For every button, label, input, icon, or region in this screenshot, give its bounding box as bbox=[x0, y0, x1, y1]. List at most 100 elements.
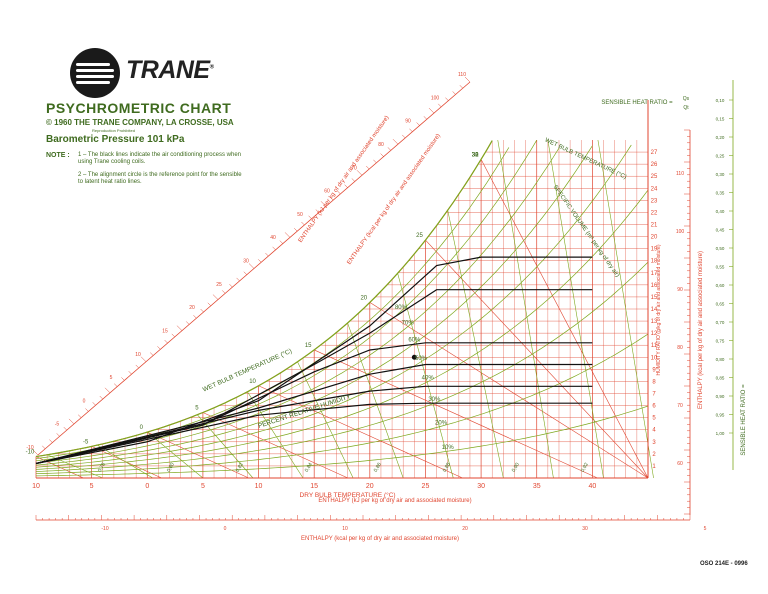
enthalpy-tick bbox=[387, 147, 391, 151]
enthalpy-tick bbox=[104, 387, 111, 394]
enthalpy-tick bbox=[423, 116, 427, 120]
wetbulb-label: 20 bbox=[360, 295, 367, 301]
enthalpy-left-label: 90 bbox=[405, 119, 411, 125]
enthalpy-tick bbox=[157, 346, 161, 350]
shr-label: 0,90 bbox=[716, 394, 725, 399]
specific-volume-line bbox=[447, 210, 504, 479]
x-tick-label: 35 bbox=[533, 483, 541, 490]
enthalpy-bottom-kcal-label: ENTHALPY (kcal per kg of dry air and ass… bbox=[301, 536, 459, 542]
enthalpy-tick bbox=[301, 221, 305, 226]
enthalpy-tick bbox=[176, 325, 183, 331]
specific-volume-label: 0,86 bbox=[373, 462, 383, 474]
enthalpy-tick bbox=[56, 433, 60, 437]
enthalpy-tick bbox=[248, 263, 255, 269]
shr-label: 0,70 bbox=[716, 320, 725, 325]
specific-volume-label: 0,82 bbox=[235, 462, 245, 474]
y-axis-label: HUMIDITY RATIO (g/kg of dry air and asso… bbox=[656, 244, 662, 375]
x-tick-label: 0 bbox=[145, 483, 149, 490]
y-tick-label: 12 bbox=[651, 331, 658, 337]
y-tick-label: 4 bbox=[652, 428, 656, 434]
y-tick-label: 21 bbox=[651, 223, 658, 229]
y-tick-label: 18 bbox=[651, 259, 658, 265]
process-lines-layer bbox=[35, 256, 593, 465]
shr-label: 1,00 bbox=[716, 431, 725, 436]
shr-label: 0,40 bbox=[716, 209, 725, 214]
y-tick-label: 22 bbox=[651, 210, 658, 216]
enthalpy-right-label: 90 bbox=[677, 287, 683, 293]
process-curve-4 bbox=[35, 385, 593, 465]
specific-volume-line bbox=[297, 361, 354, 479]
wetbulb-line bbox=[147, 431, 249, 479]
y-tick-label: 14 bbox=[651, 307, 658, 313]
rh-curve-90 bbox=[35, 147, 510, 460]
enthalpy-left-label: -10 bbox=[26, 445, 33, 451]
enthalpy-left-label: 50 bbox=[297, 212, 303, 218]
y-tick-label: 16 bbox=[651, 283, 658, 289]
y-tick-label: 27 bbox=[651, 150, 658, 156]
enthalpy-tick bbox=[222, 290, 226, 294]
enthalpy-right-label: 110 bbox=[676, 171, 684, 177]
enthalpy-tick bbox=[366, 165, 370, 170]
shr-label: 0,95 bbox=[716, 413, 725, 418]
x-tick-label: 5 bbox=[90, 483, 94, 490]
y-tick-label: 23 bbox=[651, 198, 658, 204]
enthalpy-tick bbox=[128, 371, 132, 375]
enthalpy-left-label: 40 bbox=[270, 235, 276, 241]
enthalpy-tick bbox=[236, 277, 240, 282]
wetbulb-label: 31 bbox=[472, 152, 479, 158]
note-label: NOTE : bbox=[46, 152, 70, 159]
note-1: 1 – The black lines indicate the air con… bbox=[78, 152, 241, 165]
enthalpy-left-label: 80 bbox=[378, 142, 384, 148]
y-tick-label: 13 bbox=[651, 319, 658, 325]
trane-logo-icon bbox=[70, 48, 120, 98]
enthalpy-tick bbox=[258, 259, 262, 263]
enthalpy-tick bbox=[49, 439, 53, 443]
specific-volume-line bbox=[597, 139, 654, 479]
y-tick-label: 11 bbox=[651, 343, 658, 349]
enthalpy-tick bbox=[186, 321, 190, 325]
y-tick-label: 7 bbox=[652, 392, 656, 398]
enthalpy-tick bbox=[308, 215, 312, 219]
enthalpy-tick bbox=[351, 178, 355, 182]
enthalpy-left-label: 5 bbox=[110, 375, 113, 381]
wetbulb-line bbox=[369, 302, 649, 479]
enthalpy-right-axis-label: ENTHALPY (kcal per kg of dry air and ass… bbox=[698, 251, 704, 409]
enthalpy-tick bbox=[380, 153, 384, 157]
enthalpy-tick bbox=[409, 128, 413, 132]
y-tick-label: 15 bbox=[651, 295, 658, 301]
specific-volume-line bbox=[197, 414, 254, 479]
x-tick-label: 30 bbox=[477, 483, 485, 490]
specific-volume-line bbox=[497, 139, 554, 479]
chart-title: PSYCHROMETRIC CHART bbox=[46, 100, 232, 116]
enthalpy-tick bbox=[164, 339, 168, 344]
specific-volume-label: 0,90 bbox=[511, 462, 521, 474]
y-tick-label: 2 bbox=[652, 452, 656, 458]
y-tick-label: 10 bbox=[651, 355, 658, 361]
alignment-circle bbox=[411, 354, 417, 360]
enthalpy-tick bbox=[344, 184, 348, 188]
enthalpy-tick bbox=[114, 383, 118, 387]
document-code: OSO 214E - 0996 bbox=[700, 561, 748, 567]
wetbulb-label: 33 bbox=[472, 152, 479, 158]
enthalpy-tick bbox=[207, 302, 211, 306]
y-tick-label: 20 bbox=[651, 235, 658, 241]
y-tick-label: 19 bbox=[651, 247, 658, 253]
wetbulb-label: -10 bbox=[26, 450, 35, 456]
enthalpy-bottom-kj-label: ENTHALPY (kJ per kg of dry air and assoc… bbox=[318, 498, 471, 504]
enthalpy-tick bbox=[373, 159, 377, 163]
process-curve-0 bbox=[35, 256, 593, 465]
enthalpy-tick bbox=[459, 85, 463, 89]
rh-curve-100 bbox=[35, 140, 493, 458]
specific-volume-line bbox=[347, 322, 404, 479]
specific-volume-label: 0,80 bbox=[166, 462, 176, 474]
rh-curve-30 bbox=[35, 261, 649, 472]
x-tick-label: 20 bbox=[366, 483, 374, 490]
enthalpy-tick bbox=[279, 240, 283, 244]
specific-volume-label: 0,92 bbox=[580, 462, 590, 474]
rh-label: 50% bbox=[415, 356, 428, 362]
enthalpy-left-label: 15 bbox=[162, 328, 168, 334]
enthalpy-tick bbox=[229, 283, 233, 288]
shr-label: 0,45 bbox=[716, 228, 725, 233]
enthalpy-tick bbox=[337, 190, 341, 195]
